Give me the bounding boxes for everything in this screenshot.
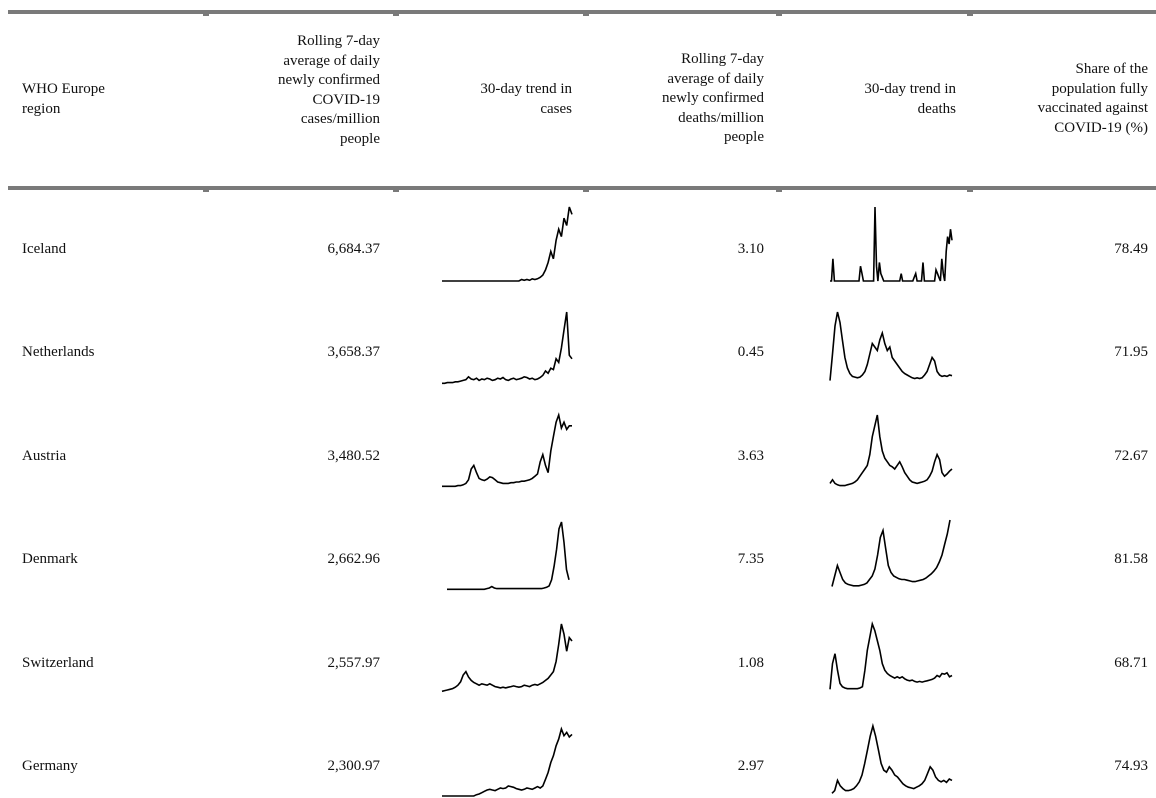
- col-tick: [776, 189, 782, 192]
- cases-sparkline: [447, 521, 570, 591]
- trend-line: [831, 722, 953, 794]
- deaths-avg-value: 7.35: [737, 551, 764, 567]
- header-line: cases: [540, 100, 572, 117]
- cases-sparkline: [441, 623, 573, 693]
- header-line: Rolling 7-day: [297, 33, 380, 49]
- header-line: vaccinated against: [1037, 100, 1148, 116]
- trend-line: [441, 623, 573, 693]
- deaths-sparkline: [830, 206, 953, 282]
- trend-line: [829, 621, 953, 690]
- header-line: average of daily: [283, 52, 380, 69]
- header-line: average of daily: [667, 70, 764, 87]
- deaths-avg-value: 0.45: [737, 344, 764, 360]
- trend-line: [442, 726, 573, 797]
- cases-sparkline: [442, 412, 572, 488]
- trend-line: [830, 206, 953, 282]
- deaths-sparkline: [829, 414, 953, 487]
- col-tick: [203, 13, 209, 16]
- header-cases-trend: 30-day trend in cases: [400, 80, 572, 119]
- header-line: population fully: [1051, 80, 1148, 97]
- header-deaths-avg: Rolling 7-day average of daily newly con…: [590, 50, 764, 148]
- header-cases-avg: Rolling 7-day average of daily newly con…: [200, 32, 380, 149]
- header-line: Share of the: [1075, 61, 1148, 77]
- trend-line: [447, 521, 570, 591]
- region-name: Germany: [22, 758, 78, 774]
- trend-line: [442, 311, 573, 385]
- col-tick: [393, 189, 399, 192]
- deaths-avg-value: 1.08: [737, 655, 764, 671]
- region-name: Iceland: [22, 241, 67, 257]
- col-tick: [967, 13, 973, 16]
- vaccinated-value: 74.93: [1114, 758, 1148, 774]
- cases-sparkline: [442, 311, 573, 385]
- deaths-avg-value: 3.63: [737, 448, 764, 464]
- vaccinated-value: 78.49: [1114, 241, 1148, 257]
- col-tick: [776, 13, 782, 16]
- trend-line: [442, 412, 572, 488]
- trend-line: [831, 519, 951, 587]
- header-vaccinated: Share of the population fully vaccinated…: [975, 60, 1148, 138]
- header-line: people: [724, 129, 764, 145]
- col-tick: [583, 189, 589, 192]
- deaths-avg-value: 2.97: [737, 758, 764, 774]
- region-name: Austria: [22, 448, 67, 464]
- header-line: COVID-19 (%): [1054, 119, 1148, 136]
- header-rule: [8, 186, 1156, 190]
- region-name: Denmark: [22, 551, 78, 567]
- header-region: WHO Europe region: [22, 80, 192, 119]
- header-line: newly confirmed: [661, 90, 764, 106]
- top-rule: [8, 10, 1156, 14]
- header-line: people: [340, 130, 380, 147]
- header-line: 30-day trend in: [480, 81, 572, 97]
- col-tick: [967, 189, 973, 192]
- header-line: cases/million: [300, 111, 380, 127]
- cases-avg-value: 2,557.97: [327, 655, 381, 671]
- header-line: newly confirmed: [277, 72, 380, 88]
- cases-avg-value: 6,684.37: [327, 241, 381, 257]
- header-line: COVID-19: [312, 91, 381, 108]
- col-tick: [583, 13, 589, 16]
- col-tick: [203, 189, 209, 192]
- trend-line: [829, 414, 953, 487]
- vaccinated-value: 71.95: [1114, 344, 1148, 360]
- deaths-sparkline: [829, 621, 953, 690]
- header-deaths-trend: 30-day trend in deaths: [785, 80, 956, 119]
- deaths-avg-value: 3.10: [737, 241, 764, 257]
- deaths-sparkline: [829, 311, 953, 381]
- deaths-sparkline: [831, 722, 953, 794]
- header-line: deaths/million: [678, 109, 764, 126]
- trend-line: [442, 206, 573, 282]
- cases-sparkline: [442, 726, 573, 797]
- vaccinated-value: 81.58: [1114, 551, 1148, 567]
- cases-avg-value: 2,300.97: [327, 758, 381, 774]
- cases-sparkline: [442, 206, 573, 282]
- cases-avg-value: 2,662.96: [327, 551, 381, 567]
- cases-avg-value: 3,658.37: [327, 344, 381, 360]
- col-tick: [393, 13, 399, 16]
- vaccinated-value: 68.71: [1114, 655, 1148, 671]
- region-name: Netherlands: [22, 344, 95, 360]
- trend-line: [829, 311, 953, 381]
- region-name: Switzerland: [22, 655, 94, 671]
- header-line: 30-day trend in: [864, 81, 956, 97]
- cases-avg-value: 3,480.52: [327, 448, 381, 464]
- header-line: deaths: [917, 100, 956, 117]
- header-line: region: [22, 100, 61, 117]
- vaccinated-value: 72.67: [1114, 448, 1148, 464]
- header-line: Rolling 7-day: [681, 51, 764, 67]
- deaths-sparkline: [831, 519, 951, 587]
- header-line: WHO Europe: [22, 81, 105, 97]
